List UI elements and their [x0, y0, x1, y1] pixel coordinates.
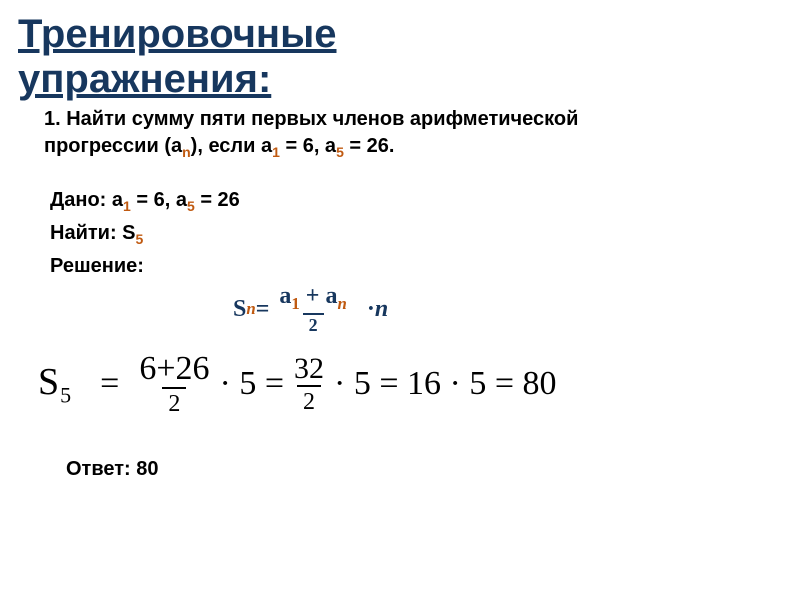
- problem-line-1: 1. Найти сумму пяти первых членов арифме…: [44, 106, 782, 133]
- formula-dot: ·: [367, 296, 375, 323]
- problem-eq2: = 26.: [344, 135, 395, 157]
- calc-S-sub: 5: [60, 383, 72, 408]
- find-line: Найти: S5: [50, 218, 782, 251]
- given-a1: a: [106, 189, 123, 211]
- problem-line-2: прогрессии (an), если a1 = 6, a5 = 26.: [44, 133, 782, 162]
- subscript-1: 1: [272, 144, 280, 160]
- formula-a1-sub: 1: [291, 294, 299, 313]
- problem-text-b: ), если a: [191, 135, 272, 157]
- formula-denominator: 2: [303, 313, 324, 334]
- given-block: Дано: a1 = 6, a5 = 26 Найти: S5 Решение:: [18, 185, 782, 281]
- formula-S: S: [233, 296, 246, 323]
- calc-frac1-den: 2: [162, 387, 186, 416]
- formula-an-sub-n: n: [337, 294, 346, 313]
- problem-eq1: = 6, a: [280, 135, 336, 157]
- subscript-n: n: [182, 144, 191, 160]
- given-a5-val: = 26: [195, 189, 240, 211]
- answer-label: Ответ:: [66, 458, 136, 480]
- given-label: Дано:: [50, 189, 106, 211]
- problem-statement: 1. Найти сумму пяти первых членов арифме…: [18, 106, 782, 162]
- subscript-5: 5: [336, 144, 344, 160]
- given-a1-val: = 6, a: [131, 189, 187, 211]
- formula-eq: =: [256, 296, 270, 323]
- answer-value: 80: [136, 458, 158, 480]
- calc-frac2-num: 32: [288, 354, 330, 385]
- calc-fraction-1: 6+26 2: [133, 352, 215, 416]
- formula-plus-an: + a: [300, 283, 338, 309]
- calc-S-label: S: [38, 361, 60, 403]
- formula-n-char: n: [375, 296, 388, 322]
- formula-S-sub: n: [246, 299, 255, 319]
- slide-page: Тренировочные упражнения: 1. Найти сумму…: [0, 0, 800, 600]
- title-line-2: упражнения:: [18, 57, 271, 101]
- formula-n: n: [375, 296, 388, 323]
- formula-an-sub: n: [337, 294, 346, 313]
- formula-fraction: a1 + an 2: [273, 284, 352, 335]
- given-line: Дано: a1 = 6, a5 = 26: [50, 185, 782, 218]
- find-label: Найти:: [50, 222, 117, 244]
- calc-S5: S5: [38, 360, 72, 409]
- general-formula: Sn = a1 + an 2 · n: [233, 284, 782, 335]
- given-a5-sub: 5: [187, 198, 195, 214]
- find-symbol: S: [117, 222, 136, 244]
- formula-a1: a: [279, 283, 291, 309]
- problem-text-a: прогрессии (a: [44, 135, 182, 157]
- calc-frac1-num: 6+26: [133, 352, 215, 387]
- calc-frac2-den: 2: [297, 385, 321, 414]
- answer-line: Ответ: 80: [66, 458, 782, 481]
- calculation-row: S5 = 6+26 2 · 5 = 32 2 · 5 = 16 · 5 = 80: [38, 352, 782, 416]
- title-line-1: Тренировочные: [18, 12, 337, 56]
- find-sub: 5: [136, 231, 144, 247]
- calc-fraction-2: 32 2: [288, 354, 330, 414]
- given-a1-sub: 1: [123, 198, 131, 214]
- formula-S-sub-n: n: [246, 299, 255, 318]
- calc-tail: · 5 = 16 · 5 = 80: [334, 365, 557, 403]
- solution-label: Решение:: [50, 251, 782, 282]
- formula-numerator: a1 + an: [273, 284, 352, 314]
- slide-title: Тренировочные упражнения:: [18, 12, 782, 102]
- calc-times5-a: · 5 =: [220, 365, 285, 403]
- calc-eq1: =: [100, 365, 119, 403]
